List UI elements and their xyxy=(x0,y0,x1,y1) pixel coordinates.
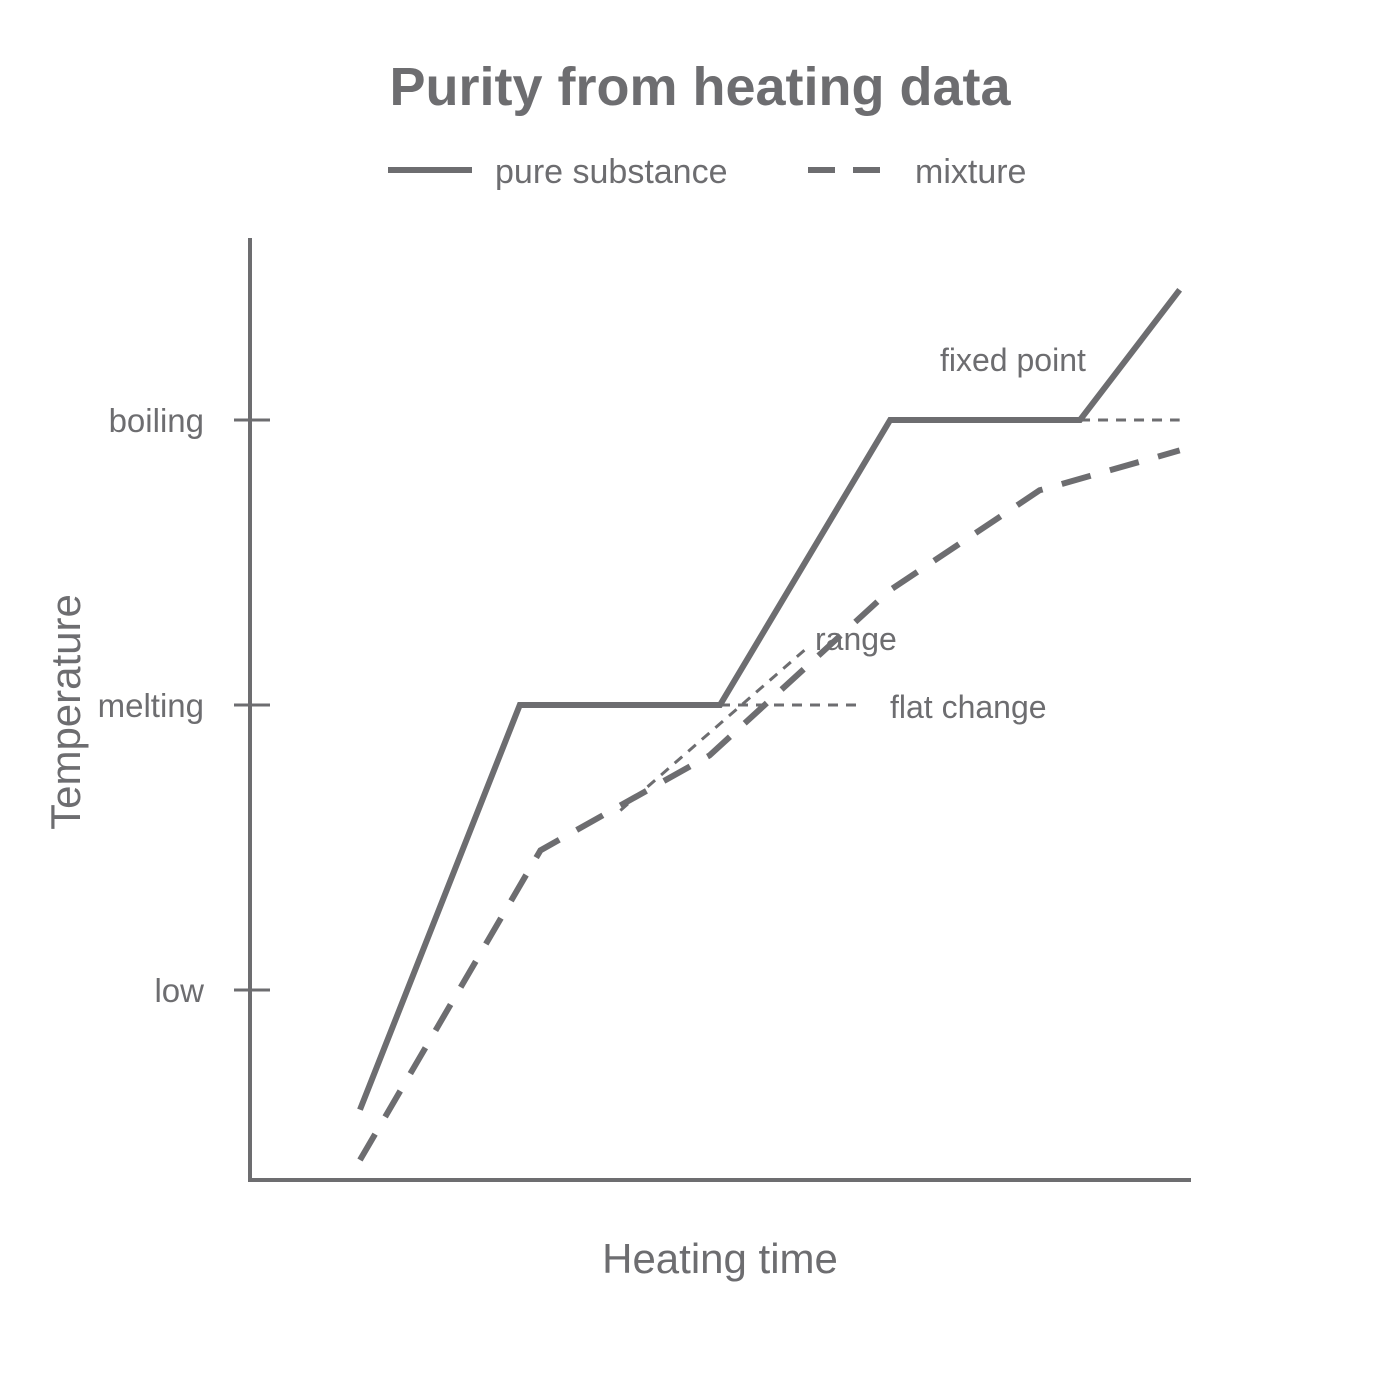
y-tick-label-melting: melting xyxy=(98,687,204,724)
legend-label-mixture: mixture xyxy=(915,153,1026,191)
x-axis-title: Heating time xyxy=(602,1235,838,1282)
y-axis-title: Temperature xyxy=(42,594,89,830)
annotation-flat-change: flat change xyxy=(890,689,1047,725)
y-tick-label-low: low xyxy=(154,972,204,1009)
axes xyxy=(248,238,1191,1182)
reference-line-range xyxy=(619,644,812,812)
series xyxy=(357,288,1183,1162)
annotation-fixed-point: fixed point xyxy=(940,342,1086,378)
series-line-pure-substance xyxy=(357,288,1183,1111)
y-ticks: low melting boiling xyxy=(98,402,270,1009)
y-tick-label-boiling: boiling xyxy=(109,402,204,439)
series-line-mixture xyxy=(357,447,1181,1162)
legend-label-pure: pure substance xyxy=(495,153,728,191)
annotation-range: range xyxy=(815,621,897,657)
chart-title: Purity from heating data xyxy=(389,57,1011,117)
reference-lines xyxy=(619,418,1180,812)
legend: pure substance mixture xyxy=(388,153,1026,191)
